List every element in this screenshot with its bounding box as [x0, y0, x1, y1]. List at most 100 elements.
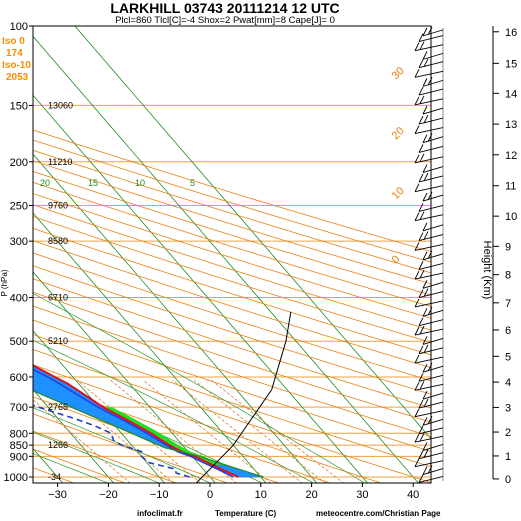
dry-adiabat-line: [33, 252, 431, 382]
wind-barb-staff: [414, 435, 444, 443]
pressure-tick-label: 700: [10, 402, 28, 414]
height-tick-label: 12: [505, 150, 517, 162]
pressure-tick-label: 400: [10, 293, 28, 305]
wind-barb-flag: [422, 391, 428, 400]
geopotential-label: 5210: [48, 336, 68, 346]
wind-barb-flag: [418, 317, 424, 326]
pressure-tick-label: 250: [10, 200, 28, 212]
wind-barb-staff: [414, 410, 444, 418]
height-tick-label: 1: [505, 451, 511, 463]
wind-barb-staff: [418, 175, 444, 183]
series-line: [33, 364, 239, 478]
height-tick-label: 2: [505, 427, 511, 439]
wind-barb-staff: [422, 338, 444, 345]
wind-barb-staff: [414, 70, 444, 78]
geopotential-label: 2765: [48, 402, 68, 412]
wind-barb-staff: [422, 444, 444, 451]
geopotential-label: 6710: [48, 293, 68, 303]
mixing-ratio-label: 15: [88, 178, 98, 188]
wind-barb-flag: [422, 442, 428, 451]
mixing-ratio-label: 5: [190, 178, 195, 188]
pressure-tick-label: 200: [10, 157, 28, 169]
geopotential-label: 11210: [48, 157, 72, 167]
dry-adiabat-line: [33, 278, 431, 409]
dry-adiabat-line: [33, 193, 431, 319]
wind-barb-flag: [427, 416, 433, 425]
dry-adiabat-line: [33, 396, 280, 483]
wind-barb-flag: [427, 363, 433, 372]
wind-barb-flag: [418, 115, 424, 125]
pressure-tick-label: 150: [10, 100, 28, 112]
dry-adiabat-line: [33, 204, 431, 331]
wind-barb-flag: [418, 450, 424, 459]
wind-barb-flag: [423, 231, 429, 240]
mixing-ratio-line: [143, 379, 272, 483]
height-tick-label: 0: [505, 474, 511, 486]
pressure-tick-label: 800: [10, 428, 28, 440]
height-tick-label: 7: [505, 298, 511, 310]
freezing-levels: Iso 0 174 Iso-10 2053: [2, 36, 31, 83]
series-lines: [33, 311, 292, 483]
wind-barb-flag: [423, 344, 429, 353]
wind-barb-staff: [422, 29, 444, 37]
dry-adiabat-line: [33, 139, 431, 263]
dry-adiabat-line: [33, 305, 431, 438]
wind-barb-flag: [422, 466, 428, 475]
wind-barb-staff: [418, 475, 444, 483]
wind-barb-staff: [422, 392, 444, 400]
wind-barb-flag: [419, 269, 425, 279]
temperature-tick-label: −10: [150, 489, 169, 501]
wind-barb-flag: [422, 51, 428, 60]
wind-barb-flag: [414, 458, 420, 467]
wind-barb-staff: [414, 44, 444, 52]
credit-left: infoclimat.fr: [137, 509, 183, 518]
wind-barb-staff: [418, 61, 444, 69]
wind-barb-staff: [422, 281, 444, 289]
moist-adiabat-line: [33, 340, 315, 483]
series-line: [33, 390, 264, 478]
height-tick-label: 6: [505, 325, 511, 337]
height-tick-label: 16: [505, 27, 517, 39]
chart-subtitle: Plcl=860 Tlcl[C]=-4 Shox=2 Pwat[mm]=8 Ca…: [115, 15, 335, 26]
wind-barb-flag: [414, 183, 420, 192]
wind-barb-flag: [414, 326, 420, 336]
wind-barb-staff: [418, 88, 444, 96]
height-tick-label: 11: [505, 181, 516, 193]
mixing-ratio-line: [193, 379, 326, 483]
mixing-ratio-line: [172, 379, 303, 483]
wind-barb-staff: [414, 185, 444, 193]
wind-barb-flag: [427, 307, 433, 316]
wind-barb-staff: [418, 374, 444, 382]
isotherm-line: [33, 389, 115, 483]
wind-barb-flag: [419, 433, 425, 442]
wind-barb-staff: [418, 291, 444, 298]
wind-barb-staff: [414, 243, 444, 251]
wind-barb-flag: [427, 26, 433, 36]
temperature-axis: −30 −20 −10 0 10 20 30 40: [48, 483, 419, 501]
iso10-value: 2053: [6, 72, 29, 83]
geopotential-label: 8580: [48, 236, 68, 246]
wind-barb-flag: [422, 364, 428, 373]
moist-adiabat-line: [33, 407, 212, 483]
wind-barb-flag: [418, 144, 424, 153]
wind-barb-flag: [422, 78, 428, 87]
isotherm-line: [33, 153, 318, 483]
wind-barb-flag: [414, 270, 420, 280]
wind-barb-staff: [414, 328, 444, 336]
temperature-tick-label: 0: [207, 489, 213, 501]
mixing-ratio-line: [33, 399, 131, 483]
wind-barb-flag: [419, 41, 425, 50]
wind-barb-flag: [422, 105, 428, 115]
wind-barb-flag: [414, 408, 420, 417]
wind-barb-staff: [422, 224, 444, 232]
wind-barb-staff: [418, 205, 444, 212]
dry-adiabat-line: [33, 364, 383, 483]
wind-barb-staff: [418, 234, 444, 241]
dry-adiabat-line: [33, 181, 431, 307]
wind-barb-flag: [419, 325, 425, 335]
dry-adiabat-line: [33, 319, 431, 452]
isotherm-line: [33, 271, 216, 483]
wind-barb-flag: [427, 465, 433, 474]
dry-adiabat-line: [33, 149, 431, 274]
series-line: [33, 368, 234, 478]
